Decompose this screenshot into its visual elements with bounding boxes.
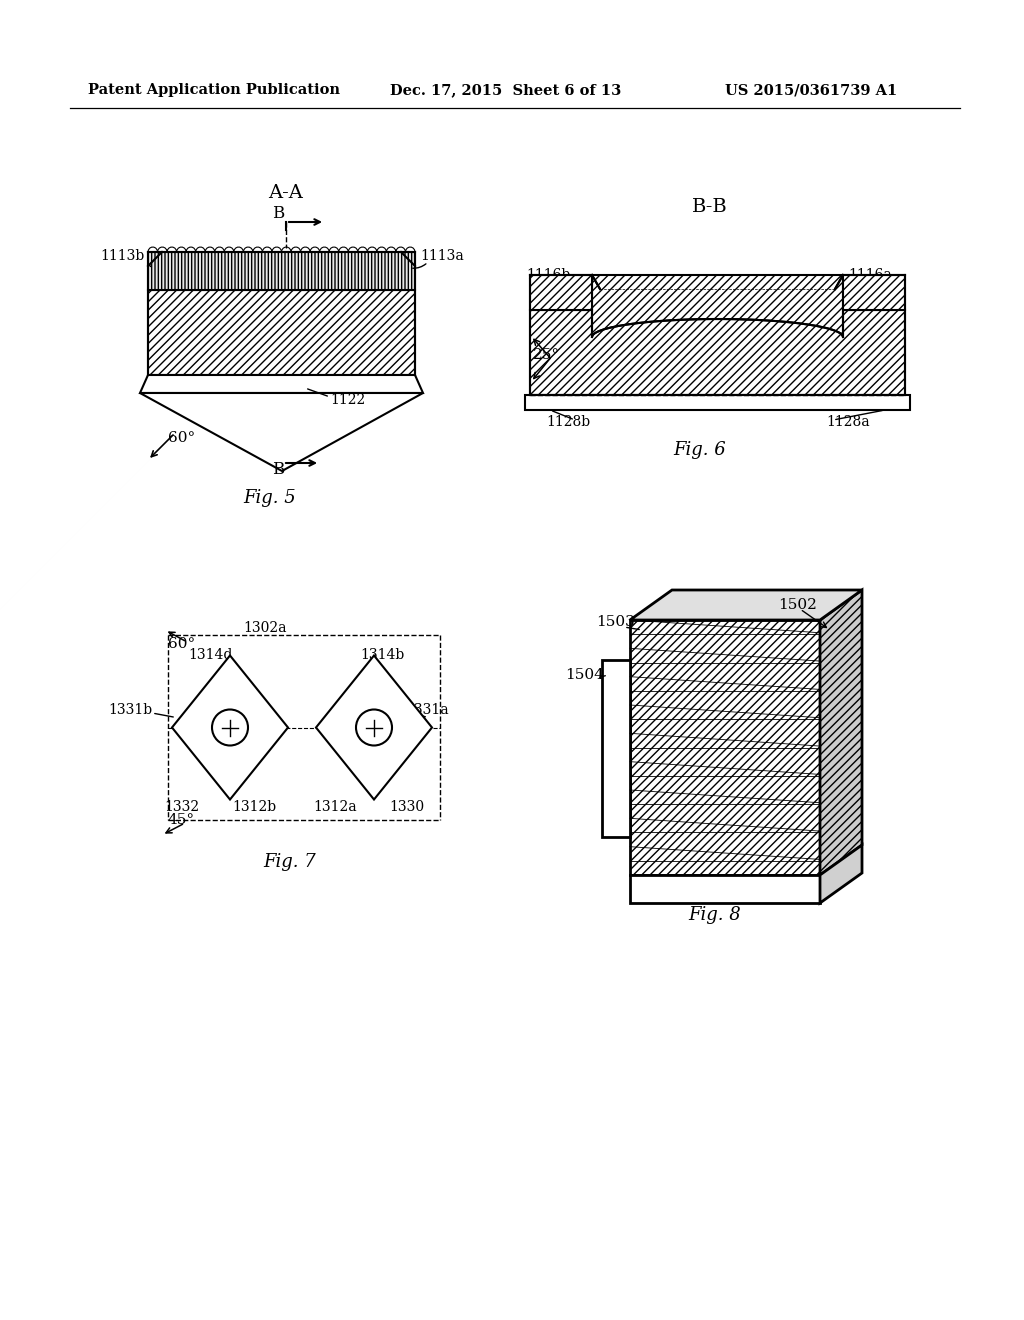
Text: A-A: A-A <box>268 183 303 202</box>
Text: 1314b: 1314b <box>360 648 404 663</box>
Text: 1128a: 1128a <box>826 414 869 429</box>
Text: Fig. 7: Fig. 7 <box>263 853 316 871</box>
Polygon shape <box>525 395 910 411</box>
Text: US 2015/0361739 A1: US 2015/0361739 A1 <box>725 83 897 96</box>
Text: 1330: 1330 <box>389 800 425 814</box>
Text: Fig. 5: Fig. 5 <box>244 488 296 507</box>
Text: 1302a: 1302a <box>244 620 287 635</box>
Polygon shape <box>140 393 423 471</box>
Text: 1312b: 1312b <box>232 800 276 814</box>
Text: 60°: 60° <box>168 638 196 651</box>
Text: 1502: 1502 <box>778 598 817 612</box>
Text: 60°: 60° <box>168 432 196 445</box>
Text: B-B: B-B <box>692 198 728 216</box>
Text: 1122: 1122 <box>330 393 366 407</box>
Text: Patent Application Publication: Patent Application Publication <box>88 83 340 96</box>
Text: Dec. 17, 2015  Sheet 6 of 13: Dec. 17, 2015 Sheet 6 of 13 <box>390 83 622 96</box>
Polygon shape <box>843 275 905 310</box>
Polygon shape <box>602 660 630 837</box>
Text: 1332: 1332 <box>165 800 200 814</box>
Text: 1116a: 1116a <box>848 268 892 282</box>
Polygon shape <box>630 590 862 620</box>
Polygon shape <box>148 252 415 290</box>
Text: 1314d: 1314d <box>187 648 232 663</box>
Text: Fig. 8: Fig. 8 <box>688 906 741 924</box>
Polygon shape <box>316 656 432 800</box>
Text: 1503: 1503 <box>596 615 635 630</box>
Text: 1331b: 1331b <box>108 704 153 717</box>
Polygon shape <box>592 275 843 337</box>
Text: 1128b: 1128b <box>546 414 590 429</box>
Polygon shape <box>820 845 862 903</box>
Text: 25°: 25° <box>534 348 560 362</box>
Text: B: B <box>272 462 284 479</box>
Polygon shape <box>140 375 423 393</box>
Text: 1504: 1504 <box>565 668 604 682</box>
Polygon shape <box>172 656 288 800</box>
Polygon shape <box>630 620 820 875</box>
Text: 1116b: 1116b <box>526 268 570 282</box>
Text: 1113b: 1113b <box>100 249 144 263</box>
Text: 1331a: 1331a <box>406 704 449 717</box>
Text: B: B <box>272 206 284 223</box>
Text: 45°: 45° <box>168 813 196 828</box>
Text: Fig. 6: Fig. 6 <box>674 441 726 459</box>
Text: 1113a: 1113a <box>420 249 464 263</box>
Text: 1312a: 1312a <box>313 800 356 814</box>
Polygon shape <box>530 275 592 310</box>
Polygon shape <box>630 875 820 903</box>
Circle shape <box>212 710 248 746</box>
Circle shape <box>356 710 392 746</box>
Polygon shape <box>148 290 415 375</box>
Polygon shape <box>820 590 862 875</box>
Polygon shape <box>530 310 905 395</box>
